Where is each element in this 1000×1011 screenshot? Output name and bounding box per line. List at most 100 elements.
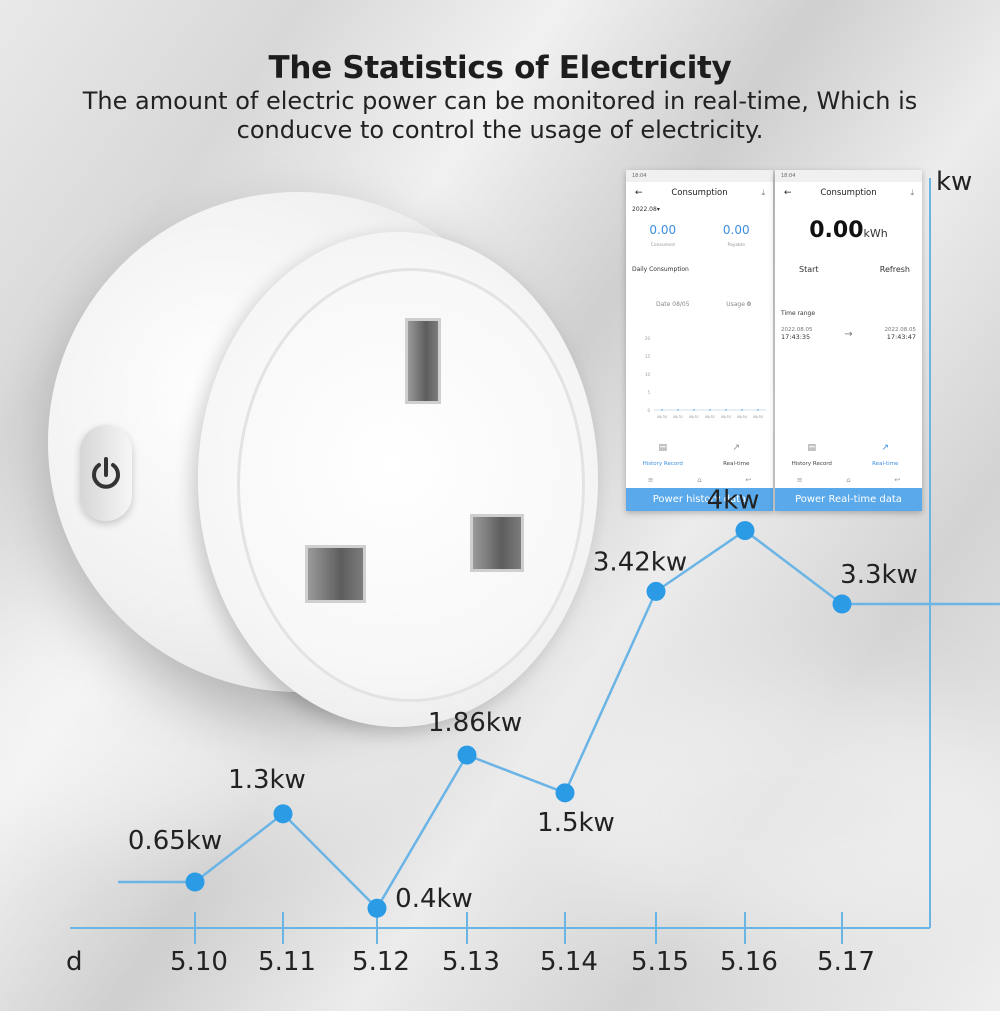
usage-text: Usage	[726, 301, 745, 308]
neutral-slot	[305, 545, 366, 603]
power-icon	[92, 457, 120, 489]
usage-group: Usage 0	[726, 301, 751, 308]
range-end-date: 2022.08.05	[884, 327, 916, 333]
payable-value: 0.00	[722, 223, 750, 237]
tab-realtime[interactable]: Real-time	[872, 461, 899, 467]
x-tick-label: 5.12	[352, 947, 410, 977]
tab-history-record[interactable]: History Record	[642, 461, 683, 467]
phone-screen-history: 18:04 ← Consumption ⤓ 2022.08▾ 0.00 Cons…	[626, 170, 773, 511]
mini-point	[757, 409, 759, 411]
menu-icon[interactable]: ≡	[647, 476, 654, 484]
mini-x-tick-label: 08/31	[673, 415, 683, 419]
x-tick-label: 5.13	[442, 947, 500, 977]
range-end: 2022.08.05 17:43:47	[884, 327, 916, 341]
tab-history-record[interactable]: History Record	[791, 461, 832, 467]
mini-point	[709, 409, 711, 411]
mini-point	[693, 409, 695, 411]
realtime-icon[interactable]: ↗	[881, 443, 890, 453]
data-point	[555, 783, 575, 803]
date-usage-row: Date 08/05 Usage 0	[626, 273, 773, 308]
range-end-time: 17:43:47	[886, 333, 916, 341]
consumed-block: 0.00 Consumed	[649, 223, 676, 248]
live-slot	[470, 514, 524, 572]
page-subtitle: The amount of electric power can be moni…	[0, 87, 1000, 145]
payable-block: 0.00 Payable	[723, 223, 750, 248]
data-point	[273, 804, 293, 824]
x-tick-label: 5.11	[258, 947, 316, 977]
mini-x-tick-label: 08/02	[705, 415, 715, 419]
start-button[interactable]: Start	[799, 265, 819, 274]
return-icon[interactable]: ↩	[745, 476, 752, 484]
range-start-date: 2022.08.05	[781, 327, 813, 333]
dropdown-icon: ▾	[656, 206, 660, 213]
status-bar: 18:04	[626, 170, 773, 182]
time-range-label: Time range	[781, 310, 816, 317]
history-record-icon[interactable]: ▤	[658, 443, 667, 453]
action-row: Start Refresh	[775, 243, 922, 274]
subtitle-line: The amount of electric power can be moni…	[82, 87, 918, 115]
time-range-row: 2022.08.05 17:43:35 → 2022.08.05 17:43:47	[775, 317, 922, 341]
data-point	[185, 872, 205, 892]
refresh-button[interactable]: Refresh	[879, 265, 910, 274]
x-tick-label: 5.10	[170, 947, 228, 977]
data-label: 0.65kw	[128, 826, 222, 856]
date-text: Date 08/05	[656, 301, 690, 308]
x-tick-label: 5.17	[817, 947, 875, 977]
data-point	[735, 521, 755, 541]
mini-point	[741, 409, 743, 411]
range-start-time: 17:43:35	[781, 333, 811, 341]
consumption-summary: 0.00 Consumed 0.00 Payable	[626, 223, 773, 248]
reading-unit: kWh	[863, 227, 888, 240]
return-icon[interactable]: ↩	[894, 476, 901, 484]
mini-x-tick-label: 08/03	[721, 415, 731, 419]
system-nav-bar: ≡ ⌂ ↩	[775, 476, 922, 488]
reading-value: 0.00	[809, 218, 864, 243]
mini-y-tick-label: 5	[647, 390, 650, 395]
mini-x-tick-label: 08/01	[689, 415, 699, 419]
home-icon[interactable]: ⌂	[697, 476, 702, 484]
x-tick-label: 5.14	[540, 947, 598, 977]
home-icon[interactable]: ⌂	[846, 476, 851, 484]
x-tick-label: 5.16	[720, 947, 778, 977]
data-label: 4kw	[707, 486, 760, 516]
data-label: 3.3kw	[840, 560, 918, 590]
status-bar: 18:04	[775, 170, 922, 182]
screen-title: Consumption	[671, 188, 728, 198]
month-selector[interactable]: 2022.08▾	[626, 204, 773, 215]
screen-title: Consumption	[820, 188, 877, 198]
data-point	[832, 594, 852, 614]
mini-y-tick-label: 0	[647, 408, 650, 413]
data-label: 1.5kw	[537, 808, 615, 838]
realtime-icon[interactable]: ↗	[732, 443, 741, 453]
data-label: 3.42kw	[593, 547, 687, 577]
data-point	[367, 898, 387, 918]
mini-x-tick-label: 08/04	[737, 415, 748, 419]
download-icon[interactable]: ⤓	[761, 188, 765, 197]
consumed-label: Consumed	[650, 243, 675, 248]
month-label: 2022.08	[632, 206, 657, 213]
earth-slot	[405, 318, 441, 404]
back-arrow-icon[interactable]: ←	[784, 188, 792, 198]
usage-value: 0	[746, 301, 751, 308]
realtime-caption-banner: Power Real-time data	[775, 488, 922, 511]
range-start: 2022.08.05 17:43:35	[781, 327, 813, 341]
menu-icon[interactable]: ≡	[796, 476, 803, 484]
data-point	[457, 745, 477, 765]
data-point	[646, 581, 666, 601]
download-icon[interactable]: ⤓	[910, 188, 914, 197]
app-header: ← Consumption ⤓	[626, 182, 773, 204]
realtime-reading: 0.00kWh	[775, 218, 922, 243]
back-arrow-icon[interactable]: ←	[635, 188, 643, 198]
x-axis-label: d	[66, 947, 83, 977]
mini-point	[725, 409, 727, 411]
daily-consumption-label: Daily Consumption	[632, 266, 689, 273]
mini-y-tick-label: 10	[645, 372, 651, 377]
series-line	[118, 529, 1000, 911]
page-title: The Statistics of Electricity	[268, 50, 732, 86]
history-record-icon[interactable]: ▤	[807, 443, 816, 453]
data-label: 0.4kw	[395, 884, 473, 914]
phone-screen-realtime: 18:04 ← Consumption ⤓ 0.00kWh Start Refr…	[775, 170, 922, 511]
tab-realtime[interactable]: Real-time	[723, 461, 750, 467]
mini-y-tick-label: 15	[645, 354, 651, 359]
